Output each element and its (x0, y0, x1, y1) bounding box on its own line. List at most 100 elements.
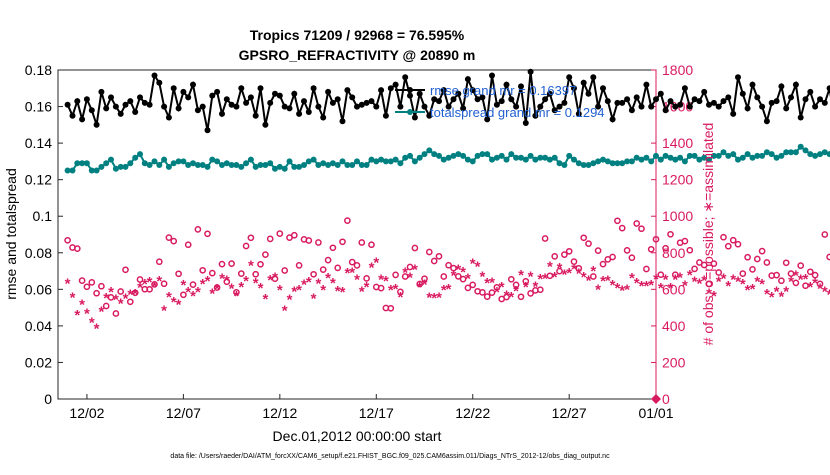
possible-obs-point (344, 217, 351, 224)
rmse-point (464, 76, 471, 83)
spread-point (730, 151, 737, 158)
spread-point (262, 162, 269, 168)
x-axis: 12/02 12/07 12/12 12/17 12/22 12/27 01/01 (69, 394, 674, 421)
rmse-point (88, 107, 95, 114)
rmse-point (633, 94, 640, 101)
assimilated-obs-point: * (301, 277, 307, 294)
spread-point (445, 154, 452, 161)
assimilated-obs-point: * (721, 271, 727, 288)
assimilated-obs-point: * (812, 275, 818, 292)
assimilated-obs-point: * (373, 255, 379, 272)
possible-obs-point (146, 285, 153, 293)
rmse-point (170, 85, 177, 92)
assimilated-obs-point: * (643, 278, 649, 295)
possible-obs-point (421, 275, 428, 283)
y-right-tick-label: 0 (662, 391, 670, 407)
rmse-point (368, 98, 375, 105)
spread-point (291, 163, 298, 170)
rmse-point (180, 88, 187, 95)
rmse-point (257, 85, 264, 92)
possible-obs-point (233, 288, 240, 296)
rmse-point (484, 116, 491, 123)
assimilated-obs-point: * (827, 286, 830, 303)
spread-point (373, 158, 380, 165)
spread-point (450, 152, 457, 159)
assimilated-obs-point: * (581, 269, 587, 286)
possible-obs-point (806, 268, 814, 276)
assimilated-obs-point: * (759, 276, 765, 293)
rmse-point (643, 81, 650, 88)
rmse-point (281, 103, 288, 110)
rmse-point (720, 98, 727, 105)
assimilated-obs-point: * (422, 277, 428, 294)
spread-point (464, 156, 471, 163)
possible-obs-point (623, 247, 631, 254)
possible-obs-point (527, 290, 534, 297)
rmse-point (238, 85, 245, 92)
possible-obs-point (401, 273, 409, 280)
possible-obs-point (450, 264, 457, 272)
assimilated-obs-point: * (561, 267, 567, 284)
assimilated-obs-point: * (566, 265, 572, 282)
possible-obs-point (290, 231, 298, 239)
spread-point (194, 162, 201, 168)
rmse-point (363, 99, 370, 106)
spread-point (604, 158, 611, 165)
spread-point (556, 160, 563, 167)
rmse-point (392, 81, 399, 88)
possible-obs-point (329, 244, 337, 252)
spread-point (219, 162, 225, 168)
spread-point (281, 165, 288, 172)
rmse-point (112, 103, 119, 110)
spread-point (720, 149, 727, 156)
spread-point (783, 149, 790, 156)
spread-point (358, 162, 365, 168)
possible-obs-point (98, 282, 105, 290)
rmse-point (503, 81, 510, 88)
possible-obs-point (377, 284, 385, 292)
possible-obs-point (734, 240, 742, 248)
spread-point (88, 167, 95, 174)
assimilated-obs-point: * (185, 284, 191, 301)
assimilated-obs-point: * (576, 265, 582, 282)
assimilated-obs-point: * (711, 288, 717, 305)
possible-obs-point (686, 246, 694, 254)
spread-point (117, 163, 124, 170)
spread-point (662, 152, 669, 159)
assimilated-obs-point: * (754, 274, 760, 291)
assimilated-obs-point: * (499, 279, 505, 296)
assimilated-obs-point: * (614, 280, 620, 297)
possible-obs-point (454, 273, 462, 280)
possible-obs-point (363, 275, 370, 282)
spread-point (407, 152, 413, 159)
y-right-tick-label: 1400 (662, 135, 693, 151)
spread-point (768, 151, 775, 158)
rmse-point (561, 99, 568, 106)
possible-obs-point (319, 266, 327, 273)
assimilated-obs-point: * (528, 269, 534, 286)
rmse-point (532, 112, 539, 119)
assimilated-obs-point: * (687, 267, 693, 284)
possible-obs-point (691, 265, 698, 273)
assimilated-obs-point: * (653, 271, 659, 288)
possible-obs-point (88, 279, 96, 286)
spread-point (156, 162, 163, 168)
rmse-point (243, 99, 250, 106)
possible-obs-point (184, 241, 192, 249)
spread-point (199, 162, 206, 168)
spread-point (672, 156, 679, 163)
assimilated-obs-point: * (205, 273, 211, 290)
possible-obs-point (257, 260, 264, 268)
spread-point (739, 154, 746, 161)
possible-obs-point (633, 220, 641, 227)
possible-obs-point (671, 271, 679, 279)
possible-obs-point (151, 281, 158, 288)
rmse-point (199, 103, 206, 110)
assimilated-obs-point: * (668, 280, 674, 297)
possible-obs-point (440, 273, 448, 280)
possible-obs-point (334, 264, 342, 272)
possible-obs-point (411, 244, 419, 252)
y-right-tick-label: 800 (662, 245, 686, 261)
spread-point (503, 156, 510, 163)
